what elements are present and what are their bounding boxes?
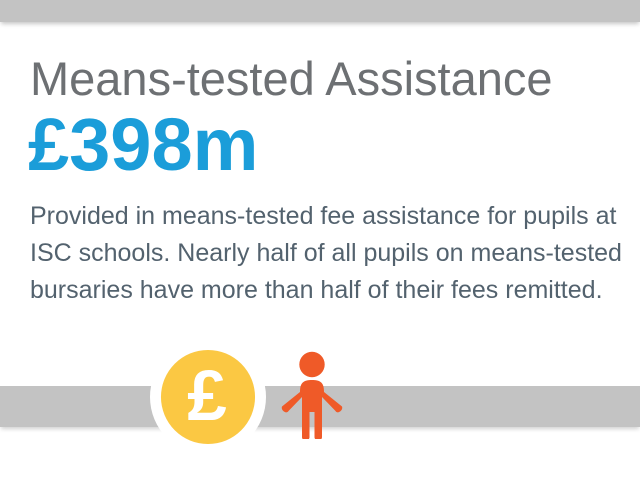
svg-text:£: £ bbox=[187, 357, 227, 436]
